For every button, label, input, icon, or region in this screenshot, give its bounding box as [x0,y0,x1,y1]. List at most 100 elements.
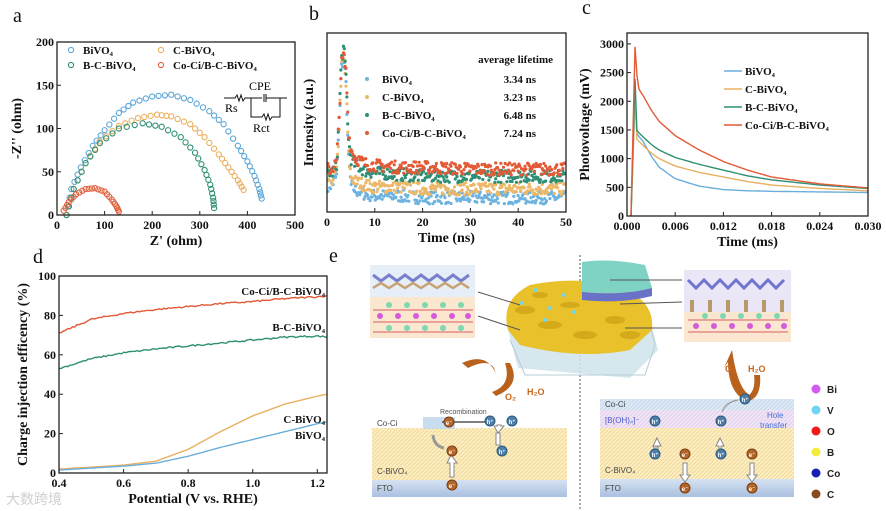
decay-point [518,164,522,168]
decay-point [410,170,414,175]
decay-point [465,185,469,189]
decay-point [414,168,419,173]
decay-point [336,145,340,149]
decay-point [399,190,403,194]
x-tick-label: 500 [286,218,304,232]
x-tick-label: 20 [417,215,429,229]
decay-point [541,168,545,172]
decay-point [433,167,437,171]
nyquist-point [131,121,138,129]
nyquist-point [82,185,89,193]
series-line [630,97,869,217]
nyquist-point [257,192,265,199]
chart-b: 0 10 20 30 40 50 Time (ns) Intensity (a.u.) aver… [302,32,572,246]
decay-point [335,155,340,159]
decay-point [349,163,353,167]
decay-point [337,115,341,120]
decay-point [411,179,415,183]
decay-point [474,173,478,178]
decay-point [435,193,439,198]
lifetime-value: 6.48 ns [504,110,537,122]
equivalent-circuit [224,93,287,122]
decay-point [355,182,359,186]
x-tick-label: 50 [560,215,572,229]
decay-point [499,161,503,165]
decay-point [388,170,392,174]
decay-point [450,161,454,165]
y-tick-label: 150 [36,78,54,92]
decay-point [338,101,342,106]
decay-point [358,193,362,197]
decay-point [434,161,438,166]
y-axis-title: Photovoltage (mV) [578,68,593,181]
decay-point [500,185,504,189]
nyquist-point [206,108,213,115]
decay-point [364,157,368,161]
element-legend-label: Co [827,469,840,480]
nyquist-point [152,122,159,129]
x-tick-label: 300 [191,218,209,232]
decay-point [332,165,336,169]
decay-point [439,185,443,190]
h2o-label-right: H₂O [748,364,766,374]
legend-marker [365,95,369,99]
decay-point [445,161,449,166]
decay-point [488,191,493,195]
y-tick-label: 100 [38,269,56,283]
decay-point [543,197,547,201]
decay-point [404,199,408,203]
decay-point [538,187,543,191]
series-line [58,393,328,470]
decay-point [433,199,437,204]
electron-label: e⁻ [749,453,756,459]
nyquist-point [98,187,105,194]
legend-label: BiVO₄ [745,66,776,78]
decay-point [534,198,538,203]
series-label: BiVO₄ [295,430,326,442]
decay-point [408,170,412,174]
decay-point [511,190,515,194]
nyquist-point [79,187,86,194]
decay-point [538,178,543,182]
nyquist-point [168,91,175,98]
decay-point [391,171,395,175]
decay-point [527,164,531,168]
o2-label-right: O₂ [725,364,736,374]
legend-label: Co-Ci/B-C-BiVO₄ [173,60,257,72]
decay-point [502,183,506,187]
hole-label: h⁺ [718,452,725,459]
decay-point [327,165,331,169]
decay-point [403,161,407,165]
decay-point [468,191,472,195]
decay-point [346,130,350,134]
decay-point [407,199,411,203]
hole-icon [649,415,661,427]
y-tick-label: 0 [618,209,624,223]
decay-point [365,193,370,198]
decay-point [447,168,451,172]
decay-point [556,186,560,190]
nyquist-point [180,95,188,102]
decay-point [458,165,463,169]
decay-point [436,179,440,183]
decay-point [445,171,450,175]
nyquist-point [193,100,200,107]
element-legend-dot [811,405,821,415]
decay-point [453,177,457,181]
decay-point [354,156,358,160]
decay-point [402,186,407,190]
nyquist-point [109,130,116,137]
decay-point [344,84,348,88]
decay-point [369,169,373,173]
decay-point [520,173,525,177]
decay-point [557,178,562,183]
hole-icon [715,415,727,427]
y-tick-label: 80 [44,308,56,322]
decay-point [536,175,540,180]
band-diagram-left [372,359,567,497]
decay-point [537,185,541,189]
decay-point [376,187,380,191]
decay-point [560,179,564,183]
decay-point [494,161,498,165]
decay-point [396,171,401,175]
